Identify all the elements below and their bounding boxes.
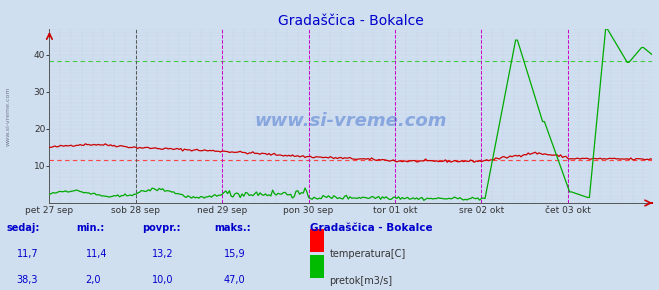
Text: 13,2: 13,2	[152, 249, 173, 259]
Text: 15,9: 15,9	[224, 249, 246, 259]
Text: maks.:: maks.:	[214, 223, 251, 233]
Text: povpr.:: povpr.:	[142, 223, 180, 233]
Text: 47,0: 47,0	[224, 276, 246, 285]
Text: 11,4: 11,4	[86, 249, 107, 259]
Text: Gradaščica - Bokalce: Gradaščica - Bokalce	[310, 223, 432, 233]
Text: pretok[m3/s]: pretok[m3/s]	[330, 276, 393, 285]
Text: 11,7: 11,7	[16, 249, 38, 259]
Text: 10,0: 10,0	[152, 276, 173, 285]
Text: min.:: min.:	[76, 223, 104, 233]
Text: temperatura[C]: temperatura[C]	[330, 249, 406, 259]
Text: 38,3: 38,3	[16, 276, 38, 285]
Title: Gradaščica - Bokalce: Gradaščica - Bokalce	[278, 14, 424, 28]
Text: 2,0: 2,0	[86, 276, 101, 285]
Text: sedaj:: sedaj:	[7, 223, 40, 233]
Text: www.si-vreme.com: www.si-vreme.com	[5, 86, 11, 146]
Text: www.si-vreme.com: www.si-vreme.com	[254, 112, 447, 130]
